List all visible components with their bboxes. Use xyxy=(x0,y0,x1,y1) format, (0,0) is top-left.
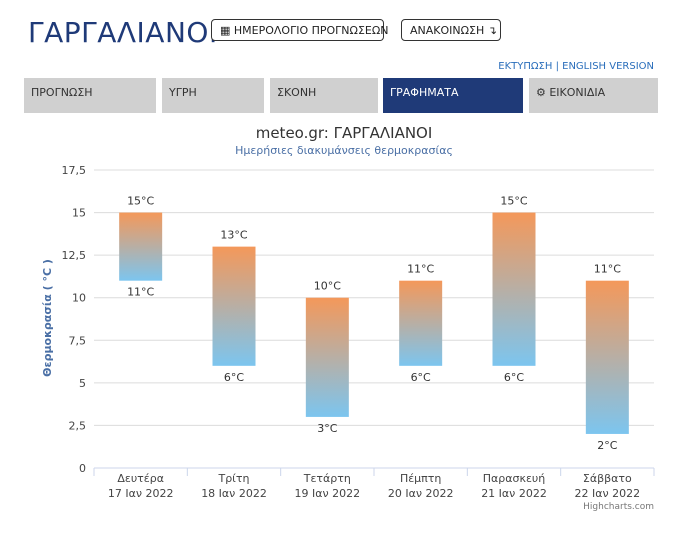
min-temp-label: 6°C xyxy=(224,371,244,384)
tab-icons[interactable]: ⚙ ΕΙΚΟΝΙΔΙΑ xyxy=(529,78,658,113)
y-tick-label: 2,5 xyxy=(69,419,87,432)
top-links: ΕΚΤΥΠΩΣΗ | ENGLISH VERSION xyxy=(498,61,654,72)
max-temp-label: 15°C xyxy=(500,195,527,208)
calendar-icon: ▦ xyxy=(220,24,231,37)
temperature-range-bar xyxy=(305,297,349,417)
tab-dust[interactable]: ΣΚΟΝΗ xyxy=(270,78,378,113)
x-tick-date-label: 22 Ιαν 2022 xyxy=(575,487,641,500)
announcements-button[interactable]: ΑΝΑΚΟΙΝΩΣΗ ↴ xyxy=(401,19,501,41)
y-tick-label: 10 xyxy=(72,292,86,305)
x-tick-day-label: Πέμπτη xyxy=(400,472,441,485)
max-temp-label: 13°C xyxy=(220,229,247,242)
highcharts-credit[interactable]: Highcharts.com xyxy=(583,502,654,512)
calendar-button-label: ΗΜΕΡΟΛΟΓΙΟ ΠΡΟΓΝΩΣΕΩΝ xyxy=(233,24,389,37)
temperature-range-bar xyxy=(399,280,443,366)
x-tick-day-label: Παρασκευή xyxy=(483,472,546,485)
y-tick-label: 0 xyxy=(79,462,86,475)
min-temp-label: 11°C xyxy=(127,286,154,299)
x-tick-date-label: 18 Ιαν 2022 xyxy=(201,487,267,500)
min-temp-label: 3°C xyxy=(317,422,337,435)
print-link[interactable]: ΕΚΤΥΠΩΣΗ xyxy=(498,61,553,72)
min-temp-label: 6°C xyxy=(411,371,431,384)
tab-forecast[interactable]: ΠΡΟΓΝΩΣΗ xyxy=(24,78,156,113)
y-axis-label: Θερμοκρασία ( °C ) xyxy=(41,259,54,377)
forecast-calendar-button[interactable]: ▦ ΗΜΕΡΟΛΟΓΙΟ ΠΡΟΓΝΩΣΕΩΝ xyxy=(211,19,388,41)
temperature-range-bar xyxy=(119,212,163,281)
temperature-range-bar xyxy=(585,280,629,434)
temperature-range-bar xyxy=(492,212,536,366)
x-tick-date-label: 17 Ιαν 2022 xyxy=(108,487,174,500)
y-tick-label: 7,5 xyxy=(69,334,87,347)
y-tick-label: 15 xyxy=(72,207,86,220)
tab-humidity[interactable]: ΥΓΡΗ xyxy=(162,78,264,113)
x-tick-day-label: Σάββατο xyxy=(583,472,632,485)
x-tick-date-label: 19 Ιαν 2022 xyxy=(295,487,361,500)
min-temp-label: 2°C xyxy=(597,439,617,452)
max-temp-label: 10°C xyxy=(314,280,341,293)
x-tick-date-label: 21 Ιαν 2022 xyxy=(481,487,547,500)
x-tick-day-label: Δευτέρα xyxy=(117,472,164,485)
max-temp-label: 15°C xyxy=(127,195,154,208)
x-tick-day-label: Τρίτη xyxy=(217,472,249,485)
english-version-link[interactable]: ENGLISH VERSION xyxy=(562,61,654,72)
page-title: ΓΑΡΓΑΛΙΑΝΟΙ xyxy=(28,16,218,49)
temperature-range-bar xyxy=(212,246,256,366)
link-separator: | xyxy=(555,61,559,72)
max-temp-label: 11°C xyxy=(594,263,621,276)
nav-tabs: ΠΡΟΓΝΩΣΗ ΥΓΡΗ ΣΚΟΝΗ ΓΡΑΦΗΜΑΤΑ ⚙ ΕΙΚΟΝΙΔΙ… xyxy=(24,78,658,113)
chart-subtitle: Ημερήσιες διακυμάνσεις θερμοκρασίας xyxy=(235,144,453,157)
x-tick-day-label: Τετάρτη xyxy=(303,472,351,485)
y-tick-label: 5 xyxy=(79,377,86,390)
min-temp-label: 6°C xyxy=(504,371,524,384)
y-tick-label: 12,5 xyxy=(62,249,87,262)
tab-charts[interactable]: ΓΡΑΦΗΜΑΤΑ xyxy=(383,78,523,113)
y-tick-label: 17,5 xyxy=(62,164,87,177)
chart-title: meteo.gr: ΓΑΡΓΑΛΙΑΝΟΙ xyxy=(256,124,433,142)
x-tick-date-label: 20 Ιαν 2022 xyxy=(388,487,454,500)
max-temp-label: 11°C xyxy=(407,263,434,276)
